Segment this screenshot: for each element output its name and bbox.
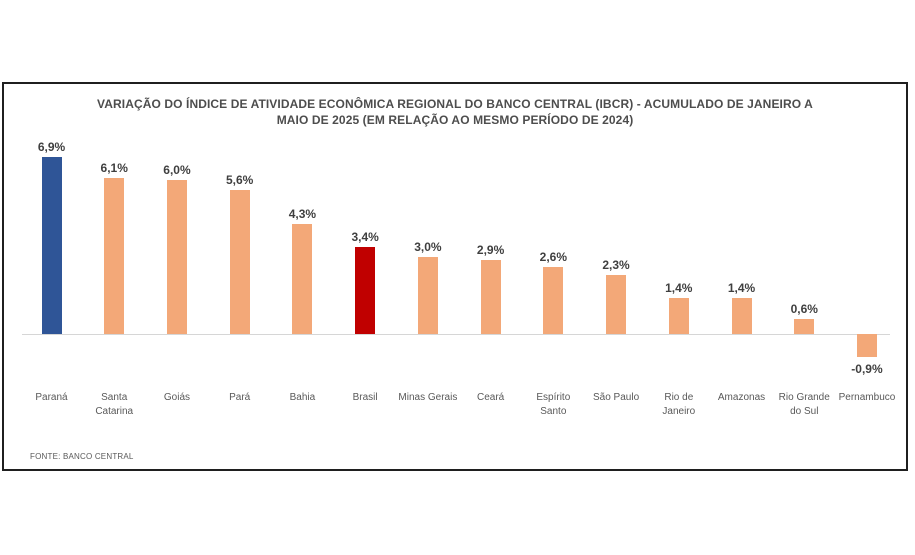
bar-value-label: 2,3%	[602, 258, 630, 272]
chart-bar	[668, 298, 689, 334]
source-note: FONTE: BANCO CENTRAL	[30, 452, 134, 461]
bar-value-label: 6,0%	[163, 163, 191, 178]
category-label: Brasil	[352, 392, 378, 403]
x-axis-line	[22, 334, 890, 335]
chart-bar	[229, 190, 250, 334]
bar-value-label: 5,6%	[226, 173, 254, 188]
category-label: Pará	[229, 392, 251, 403]
bar-value-label: 4,3%	[288, 206, 317, 221]
bar-value-label: 2,9%	[476, 242, 505, 257]
chart-bar	[41, 157, 62, 334]
category-label: Paraná	[35, 392, 68, 403]
category-label: São Paulo	[592, 392, 640, 403]
bar-value-label: 3,4%	[351, 229, 379, 244]
category-label: Minas Gerais	[398, 392, 458, 403]
plot-area: 6,9% Paraná 6,1% Santa Catarina 6,0% Goiás 5,6…	[4, 84, 906, 469]
chart-bar	[543, 267, 564, 334]
chart-bar	[417, 257, 438, 334]
category-label: Espírito Santo	[536, 392, 571, 417]
chart-bar	[292, 223, 313, 334]
chart-bar	[104, 177, 125, 334]
chart-bar	[731, 298, 752, 334]
chart-bar	[166, 180, 187, 334]
bar-value-label: 6,9%	[37, 140, 66, 154]
chart-bar	[856, 334, 877, 358]
category-label: Santa Catarina	[95, 392, 134, 417]
bar-value-label: 1,4%	[665, 281, 693, 296]
category-label: Rio de Janeiro	[662, 392, 696, 417]
category-label: Ceará	[476, 392, 505, 403]
chart-bar	[606, 275, 627, 334]
category-label: Bahia	[289, 392, 316, 403]
bar-value-label: 1,4%	[727, 281, 756, 296]
chart-bar	[794, 318, 815, 334]
category-label: Rio Grande do Sul	[778, 392, 830, 417]
bar-value-label: 6,1%	[100, 160, 128, 175]
bar-value-label: -0,9%	[851, 362, 883, 377]
bar-value-label: 2,6%	[539, 250, 567, 265]
chart-frame: VARIAÇÃO DO ÍNDICE DE ATIVIDADE ECONÔMIC…	[2, 82, 908, 471]
category-label: Goiás	[163, 392, 191, 403]
chart-bar	[480, 259, 501, 334]
category-label: Pernambuco	[838, 392, 896, 403]
chart-bar	[355, 246, 376, 334]
chart-title: VARIAÇÃO DO ÍNDICE DE ATIVIDADE ECONÔMIC…	[97, 97, 813, 128]
bar-value-label: 3,0%	[414, 240, 442, 255]
category-label: Amazonas	[717, 392, 766, 403]
bar-value-label: 0,6%	[790, 301, 818, 316]
